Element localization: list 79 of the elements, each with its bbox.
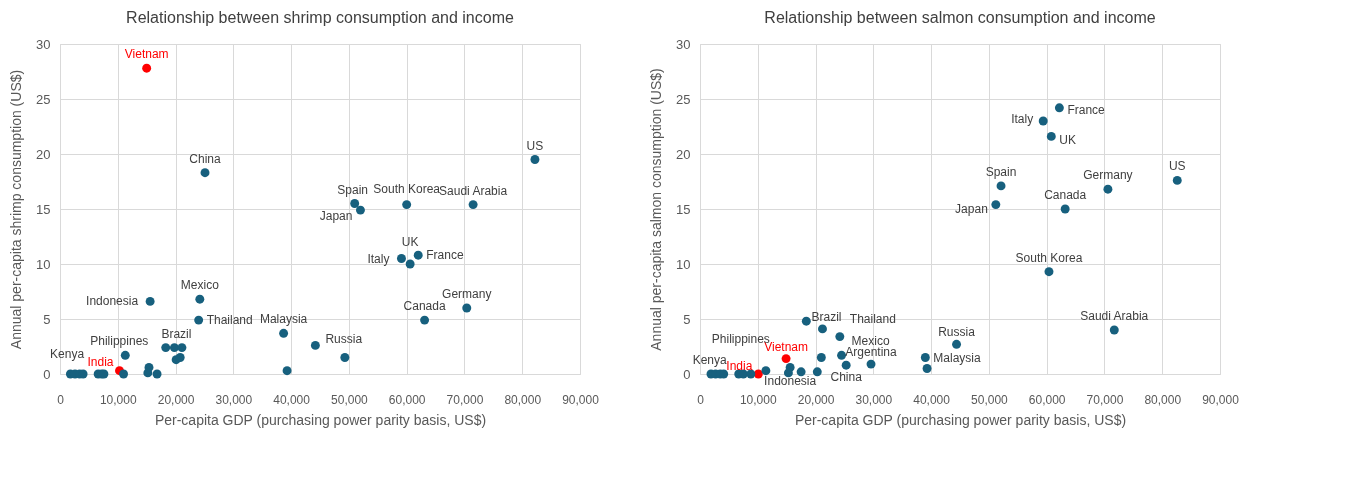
annotation: Thailand — [849, 311, 896, 326]
y-tick-label: 15 — [676, 201, 691, 217]
annotation: Germany — [1083, 168, 1133, 183]
x-tick-label: 80,000 — [504, 392, 542, 407]
annotation: Canada — [1044, 188, 1087, 202]
annotation: Italy — [1011, 112, 1034, 126]
x-axis-title: Per-capita GDP (purchasing power parity basis, US$) — [794, 411, 1127, 428]
x-tick-label: 90,000 — [1202, 392, 1240, 407]
y-tick-label: 30 — [676, 36, 691, 52]
annotation: Brazil — [161, 326, 192, 341]
y-tick-label: 30 — [36, 36, 51, 52]
x-axis-title: Per-capita GDP (purchasing power parity basis, US$) — [154, 411, 487, 428]
y-tick-label: 10 — [676, 256, 691, 272]
x-tick-label: 0 — [57, 392, 65, 407]
x-tick-label: 60,000 — [1028, 392, 1066, 407]
chart-title: Relationship between salmon consumption and income — [764, 9, 1156, 26]
x-tick-label: 90,000 — [562, 392, 600, 407]
x-tick-label: 50,000 — [971, 392, 1009, 407]
annotation: Malaysia — [933, 350, 982, 365]
x-tick-label: 20,000 — [797, 392, 835, 407]
annotation: South Korea — [373, 181, 441, 196]
y-tick-label: 25 — [36, 91, 51, 107]
x-tick-label: 10,000 — [99, 392, 137, 407]
annotation: Russia — [938, 325, 976, 340]
annotation: Malaysia — [259, 312, 308, 327]
annotation: Japan — [955, 201, 988, 216]
annotation: US — [1168, 159, 1186, 174]
annotation: Russia — [325, 332, 363, 347]
annotation: Saudi Arabia — [1080, 309, 1149, 323]
annotation: China — [830, 370, 863, 385]
annotation: Indonesia — [86, 294, 139, 309]
annotation: Italy — [367, 251, 390, 266]
annotation: Germany — [442, 287, 492, 301]
y-axis-title: Annual per-capita shrimp consumption (US$) — [8, 69, 25, 350]
y-tick-label: 10 — [36, 256, 51, 272]
annotation: China — [189, 151, 222, 166]
annotation: South Korea — [1015, 250, 1083, 265]
annotation: Philippines — [90, 334, 149, 349]
y-tick-label: 0 — [683, 366, 691, 382]
y-tick-label: 5 — [43, 311, 51, 327]
x-tick-label: 20,000 — [157, 392, 195, 407]
annotation: UK — [401, 235, 419, 249]
annotation: Spain — [337, 182, 369, 197]
x-tick-label: 80,000 — [1144, 392, 1182, 407]
annotation: Thailand — [206, 313, 253, 328]
annotation: India — [87, 354, 114, 369]
annotation: US — [526, 138, 544, 153]
annotation: Kenya — [50, 347, 85, 361]
annotation: UK — [1059, 133, 1076, 148]
annotation: France — [426, 248, 464, 263]
annotation: Indonesia — [764, 374, 817, 389]
annotation: Vietnam — [124, 47, 169, 62]
x-tick-label: 10,000 — [739, 392, 777, 407]
x-tick-label: 40,000 — [913, 392, 951, 407]
annotation: Saudi Arabia — [439, 183, 508, 198]
y-tick-label: 5 — [683, 311, 691, 327]
x-tick-label: 50,000 — [331, 392, 369, 407]
x-tick-label: 0 — [697, 392, 705, 407]
annotation: Canada — [403, 299, 446, 314]
y-tick-label: 0 — [43, 366, 51, 382]
x-tick-label: 30,000 — [855, 392, 893, 407]
x-tick-label: 70,000 — [1086, 392, 1124, 407]
annotation: France — [1067, 102, 1106, 117]
annotation: Mexico — [180, 278, 220, 293]
annotation: Argentina — [845, 345, 898, 360]
x-tick-label: 30,000 — [215, 392, 253, 407]
y-tick-label: 15 — [36, 201, 51, 217]
x-tick-label: 40,000 — [273, 392, 311, 407]
x-tick-label: 60,000 — [388, 392, 426, 407]
y-tick-label: 20 — [36, 146, 51, 162]
annotation: Brazil — [811, 309, 842, 324]
y-tick-label: 20 — [676, 146, 691, 162]
annotation: Spain — [985, 164, 1017, 179]
chart-title: Relationship between shrimp consumption and income — [126, 9, 514, 26]
annotation: Japan — [319, 209, 353, 224]
annotation: India — [726, 359, 753, 373]
y-axis-title: Annual per-capita salmon consumption (US$) — [648, 68, 665, 351]
y-tick-label: 25 — [676, 91, 691, 107]
x-tick-label: 70,000 — [446, 392, 484, 407]
